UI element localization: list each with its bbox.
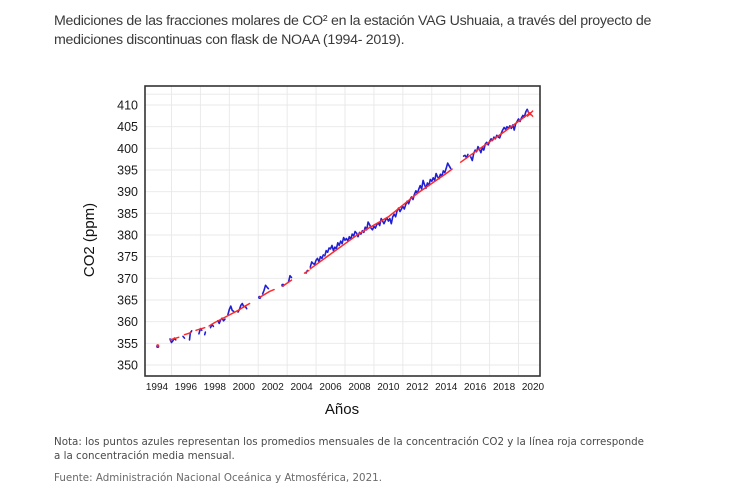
title-line-1: Mediciones de las fracciones molares de … (54, 13, 652, 29)
plot-frame (144, 85, 541, 377)
x-tick-label: 2006 (319, 382, 342, 393)
x-axis-label: Años (325, 401, 359, 418)
x-tick-labels: 1994 1996 1998 2000 2002 2004 2006 2008 2010 2012… (146, 382, 545, 393)
note-line-2: a la concentración media mensual. (54, 449, 235, 462)
x-tick-label: 1996 (175, 382, 198, 393)
chart-title: Mediciones de las fracciones molares de … (54, 12, 694, 50)
chart-note: Nota: los puntos azules representan los … (54, 436, 694, 463)
x-tick-label: 2016 (464, 382, 487, 393)
x-tick-label: 2010 (377, 382, 400, 393)
y-tick-label: 405 (117, 120, 138, 134)
y-tick-labels: 350 355 360 365 370 375 380 385 390 395 400 405 410 (117, 99, 138, 373)
monthly-mean-line (324, 162, 452, 257)
trend-line (303, 269, 310, 274)
y-tick-label: 360 (117, 315, 138, 329)
trend-line (309, 168, 453, 270)
monthly-mean-line (287, 274, 293, 283)
x-tick-label: 1998 (204, 382, 227, 393)
note-line-1: Nota: los puntos azules representan los … (54, 436, 644, 448)
x-tick-label: 2020 (522, 382, 545, 393)
y-tick-label: 365 (117, 294, 138, 308)
x-tick-label: 2018 (493, 382, 516, 393)
x-tick-label: 2000 (233, 382, 256, 393)
trend-line (183, 332, 192, 336)
trend-line (208, 302, 251, 327)
trend-line (195, 326, 206, 332)
monthly-mean-line (227, 305, 235, 316)
monthly-mean-line (462, 153, 469, 159)
title-line-2: mediciones discontinuas con flask de NOA… (54, 32, 405, 48)
chart-series (156, 108, 534, 348)
x-tick-label: 2014 (435, 382, 458, 393)
monthly-mean-line (309, 254, 325, 268)
y-tick-label: 395 (117, 164, 138, 178)
y-tick-label: 375 (117, 250, 138, 264)
x-tick-label: 2008 (348, 382, 371, 393)
y-tick-label: 380 (117, 229, 138, 243)
monthly-mean-line (203, 331, 207, 336)
y-axis-label: CO2 (ppm) (81, 203, 98, 277)
monthly-mean-line (261, 284, 270, 295)
y-tick-label: 350 (117, 359, 138, 373)
y-tick-label: 390 (117, 185, 138, 199)
x-tick-label: 2012 (406, 382, 429, 393)
y-tick-label: 400 (117, 142, 138, 156)
monthly-mean-line (188, 330, 193, 341)
trend-line (282, 279, 293, 287)
y-tick-label: 355 (117, 337, 138, 351)
y-tick-label: 370 (117, 272, 138, 286)
x-tick-label: 1994 (146, 382, 169, 393)
y-tick-label: 410 (117, 99, 138, 113)
chart-grid (145, 86, 540, 376)
chart-source: Fuente: Administración Nacional Oceánica… (54, 472, 382, 484)
trend-line (258, 288, 275, 299)
x-tick-label: 2004 (290, 382, 313, 393)
monthly-mean-line (182, 335, 186, 339)
trend-line (459, 112, 531, 163)
trend-point (156, 344, 160, 347)
end-marker (526, 110, 534, 118)
trend-line (169, 336, 180, 341)
y-tick-label: 385 (117, 207, 138, 221)
x-tick-label: 2002 (262, 382, 285, 393)
